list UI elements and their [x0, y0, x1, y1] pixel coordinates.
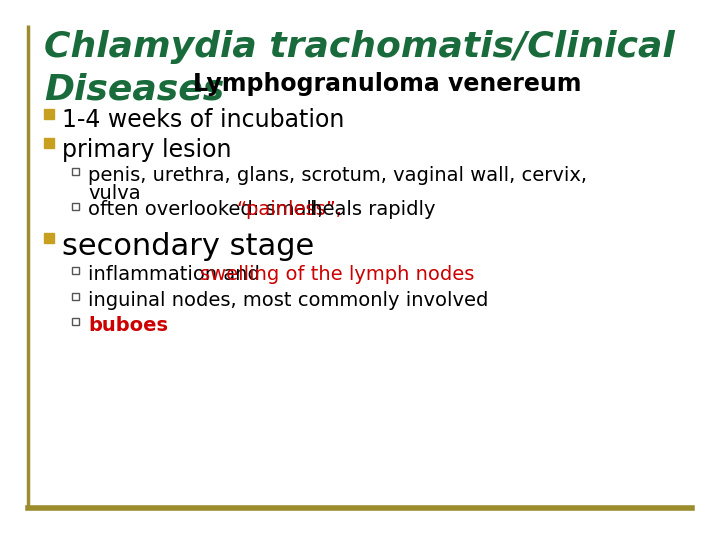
- Text: swelling of the lymph nodes: swelling of the lymph nodes: [200, 265, 474, 284]
- Bar: [72, 267, 79, 274]
- Bar: [72, 293, 79, 300]
- Bar: [44, 109, 54, 119]
- Text: 1-4 weeks of incubation: 1-4 weeks of incubation: [62, 108, 344, 132]
- Text: buboes: buboes: [88, 316, 168, 335]
- Bar: [72, 318, 79, 325]
- Text: heals rapidly: heals rapidly: [304, 200, 436, 219]
- Text: inflammation and: inflammation and: [88, 265, 266, 284]
- Text: primary lesion: primary lesion: [62, 138, 232, 162]
- Text: Chlamydia trachomatis/Clinical: Chlamydia trachomatis/Clinical: [44, 30, 675, 64]
- Text: often overlooked: small,: often overlooked: small,: [88, 200, 330, 219]
- Text: Lymphogranuloma venereum: Lymphogranuloma venereum: [193, 72, 582, 96]
- Bar: [44, 233, 54, 243]
- Text: secondary stage: secondary stage: [62, 232, 314, 261]
- Text: “painless”,: “painless”,: [236, 200, 342, 219]
- Text: vulva: vulva: [88, 184, 140, 203]
- Text: penis, urethra, glans, scrotum, vaginal wall, cervix,: penis, urethra, glans, scrotum, vaginal …: [88, 166, 587, 185]
- Text: inguinal nodes, most commonly involved: inguinal nodes, most commonly involved: [88, 291, 488, 310]
- Bar: [44, 138, 54, 148]
- Bar: [72, 203, 79, 210]
- Text: Diseases: Diseases: [44, 72, 224, 106]
- Bar: [72, 168, 79, 175]
